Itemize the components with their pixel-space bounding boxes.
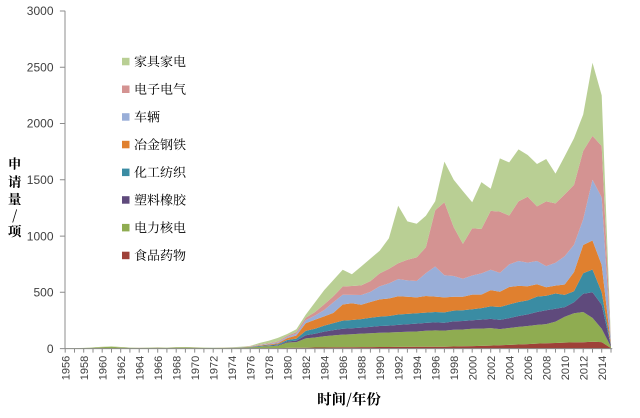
svg-text:3000: 3000	[27, 4, 54, 18]
svg-text:500: 500	[33, 286, 53, 300]
svg-text:1982: 1982	[301, 356, 313, 380]
svg-text:2004: 2004	[504, 356, 516, 380]
svg-text:2010: 2010	[560, 356, 572, 380]
svg-text:2000: 2000	[27, 117, 54, 131]
svg-text:2006: 2006	[523, 356, 535, 380]
svg-text:1500: 1500	[27, 173, 54, 187]
svg-text:1994: 1994	[412, 356, 424, 380]
svg-text:1000: 1000	[27, 229, 54, 243]
svg-text:2002: 2002	[486, 356, 498, 380]
svg-text:1966: 1966	[153, 356, 165, 380]
svg-text:1998: 1998	[449, 356, 461, 380]
svg-text:1956: 1956	[60, 356, 72, 380]
svg-text:0: 0	[47, 342, 54, 356]
svg-text:1988: 1988	[356, 356, 368, 380]
svg-text:2014: 2014	[597, 356, 609, 380]
svg-text:2008: 2008	[541, 356, 553, 380]
svg-text:1992: 1992	[393, 356, 405, 380]
svg-text:1970: 1970	[190, 356, 202, 380]
svg-text:1990: 1990	[375, 356, 387, 380]
svg-text:2000: 2000	[467, 356, 479, 380]
svg-text:1958: 1958	[79, 356, 91, 380]
svg-text:1972: 1972	[208, 356, 220, 380]
svg-text:1980: 1980	[282, 356, 294, 380]
svg-text:1996: 1996	[430, 356, 442, 380]
svg-text:2500: 2500	[27, 61, 54, 75]
svg-text:1976: 1976	[245, 356, 257, 380]
svg-text:1986: 1986	[338, 356, 350, 380]
svg-text:1984: 1984	[319, 356, 331, 380]
svg-text:1962: 1962	[116, 356, 128, 380]
svg-text:1968: 1968	[171, 356, 183, 380]
svg-text:1964: 1964	[134, 356, 146, 380]
svg-text:1974: 1974	[227, 356, 239, 380]
svg-text:2012: 2012	[578, 356, 590, 380]
svg-text:1960: 1960	[97, 356, 109, 380]
svg-text:1978: 1978	[264, 356, 276, 380]
